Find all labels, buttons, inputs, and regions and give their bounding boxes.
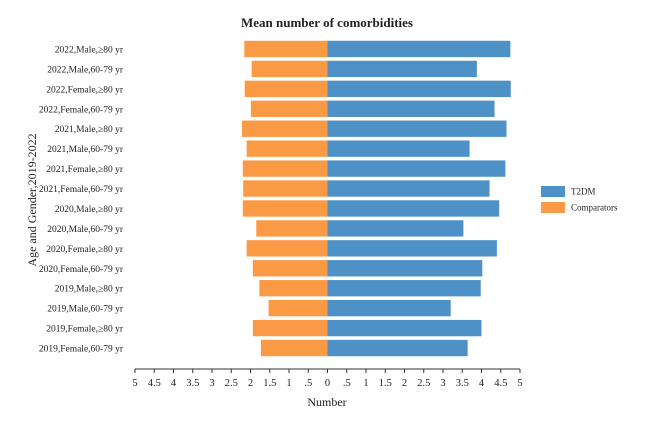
t2dm-bar: [327, 240, 497, 257]
x-tick-label: 1.5: [263, 378, 276, 389]
x-tick-label: 5: [132, 378, 137, 389]
legend-label: T2DM: [571, 187, 596, 197]
t2dm-bar: [327, 339, 468, 357]
comparators-bar: [260, 339, 328, 357]
comparators-bar: [252, 319, 328, 337]
t2dm-bar: [327, 220, 464, 237]
x-tick-label: 2.5: [417, 378, 430, 389]
category-label: 2022,Male,60-79 yr: [47, 65, 124, 75]
t2dm-bar: [327, 319, 482, 337]
x-tick-label: 3.5: [186, 378, 199, 389]
x-axis-title: Number: [307, 395, 346, 409]
comparators-bar: [242, 160, 328, 177]
t2dm-bar: [327, 40, 511, 58]
category-label: 2019,Male,≥80 yr: [55, 285, 124, 295]
legend-label: Comparators: [571, 203, 618, 213]
category-label: 2019,Male,60-79 yr: [47, 305, 124, 315]
chart-title: Mean number of comorbidities: [241, 15, 413, 30]
x-tick-label: 1.5: [379, 378, 392, 389]
t2dm-bar: [327, 160, 506, 177]
t2dm-bar: [327, 260, 483, 277]
category-label: 2021,Female,≥80 yr: [46, 165, 124, 175]
x-tick-label: 0: [325, 378, 330, 389]
t2dm-bars: [327, 40, 511, 357]
legend-swatch: [541, 186, 565, 197]
x-tick-label: .5: [304, 378, 312, 389]
comparators-bar: [256, 220, 328, 237]
x-tick-label: 2: [248, 378, 253, 389]
comparators-bars: [242, 40, 328, 357]
t2dm-bar: [327, 100, 495, 117]
category-label: 2020,Male,60-79 yr: [47, 225, 124, 235]
t2dm-bar: [327, 280, 481, 297]
comparators-bar: [242, 200, 328, 217]
x-tick-label: 5: [517, 378, 522, 389]
category-label: 2020,Male,≥80 yr: [55, 205, 124, 215]
comparators-bar: [246, 140, 328, 157]
category-label: 2019,Female,60-79 yr: [39, 345, 124, 355]
x-axis-ticks: 5 4.5 4 3.5 3 2.5 2 1.5 1.5 0.5 1 1.5 2 2.5 3 3.5 4 4.5 5: [132, 369, 523, 389]
category-label: 2022,Female,≥80 yr: [46, 85, 124, 95]
comparators-bar: [246, 240, 328, 257]
legend-swatch: [541, 202, 565, 213]
comparators-bar: [268, 299, 328, 317]
x-tick-label: 3: [209, 378, 214, 389]
comparators-bar: [242, 120, 328, 137]
comparators-bar: [259, 280, 328, 297]
y-axis-title: Age and Gender,2019-2022: [25, 133, 39, 266]
comparators-bar: [243, 180, 328, 197]
x-tick-label: 3.5: [456, 378, 469, 389]
x-tick-label: 2: [402, 378, 407, 389]
category-label: 2020,Female,60-79 yr: [39, 265, 124, 275]
category-label: 2022,Male,≥80 yr: [55, 45, 124, 55]
category-label: 2022,Female,60-79 yr: [39, 105, 124, 115]
x-tick-label: 4.5: [494, 378, 507, 389]
x-tick-label: 3: [440, 378, 445, 389]
category-label: 2019,Female,≥80 yr: [46, 325, 124, 335]
x-tick-label: 2.5: [225, 378, 238, 389]
comparators-bar: [244, 80, 328, 98]
category-label: 2021,Male,60-79 yr: [47, 145, 124, 155]
t2dm-bar: [327, 299, 451, 317]
t2dm-bar: [327, 120, 507, 137]
comparators-bar: [251, 60, 328, 78]
t2dm-bar: [327, 140, 470, 157]
x-tick-label: 1: [286, 378, 291, 389]
comparators-bar: [252, 260, 328, 277]
x-tick-label: 4: [479, 378, 485, 389]
comparators-bar: [244, 40, 328, 58]
category-label: 2021,Female,60-79 yr: [39, 185, 124, 195]
legend: T2DM Comparators: [541, 186, 618, 213]
t2dm-bar: [327, 200, 500, 217]
t2dm-bar: [327, 80, 511, 98]
x-tick-label: 4.5: [148, 378, 161, 389]
x-tick-label: .5: [343, 378, 351, 389]
category-label: 2021,Male,≥80 yr: [55, 125, 124, 135]
category-labels: 2022,Male,≥80 yr 2022,Male,60-79 yr 2022,F…: [39, 45, 124, 354]
category-label: 2020,Female,≥80 yr: [46, 245, 124, 255]
t2dm-bar: [327, 60, 477, 78]
x-tick-label: 1: [363, 378, 368, 389]
comparators-bar: [250, 100, 328, 117]
t2dm-bar: [327, 180, 490, 197]
x-tick-label: 4: [171, 378, 177, 389]
